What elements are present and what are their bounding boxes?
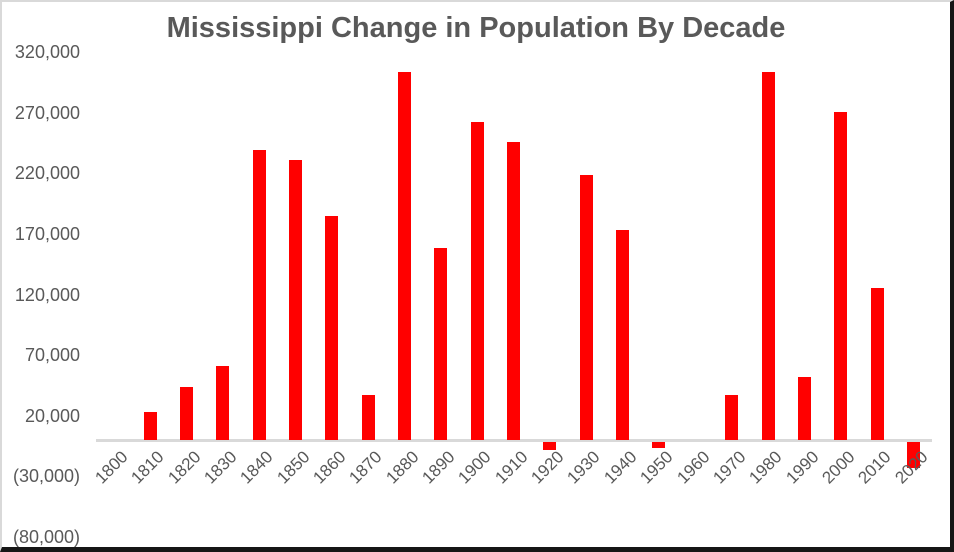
y-axis-tick-label: 320,000 [14,42,80,63]
y-axis-tick-label: (30,000) [12,466,80,487]
bar-1930 [579,174,593,440]
bar-2000 [834,111,848,440]
bar-2020 [906,441,920,469]
bar-1950 [652,441,666,448]
y-axis-tick-label: 20,000 [24,405,80,426]
bar-2010 [870,288,884,440]
chart-title: Mississippi Change in Population By Deca… [166,12,786,44]
bar-1980 [761,71,775,440]
bar-1830 [216,366,230,440]
bar-1990 [797,376,811,440]
y-axis-tick-label: 170,000 [14,223,80,244]
y-axis-tick-label: 270,000 [14,102,80,123]
x-axis-line [95,439,932,442]
bar-1860 [325,215,339,440]
y-axis-tick-label: 70,000 [24,345,80,366]
y-axis-tick-label: 220,000 [14,163,80,184]
y-axis-tick-label: (80,000) [12,526,80,547]
bar-1810 [143,412,157,440]
bar-1850 [289,160,302,440]
bar-1940 [616,230,630,440]
y-axis-tick-label: 120,000 [14,284,80,305]
bar-1870 [361,395,375,440]
bar-1920 [543,441,557,450]
bar-1840 [252,150,266,440]
bar-1880 [398,71,412,440]
bar-1970 [725,395,739,440]
bar-1820 [179,386,193,440]
bar-1910 [507,141,521,440]
bar-1900 [470,122,484,440]
bar-1890 [434,248,448,440]
